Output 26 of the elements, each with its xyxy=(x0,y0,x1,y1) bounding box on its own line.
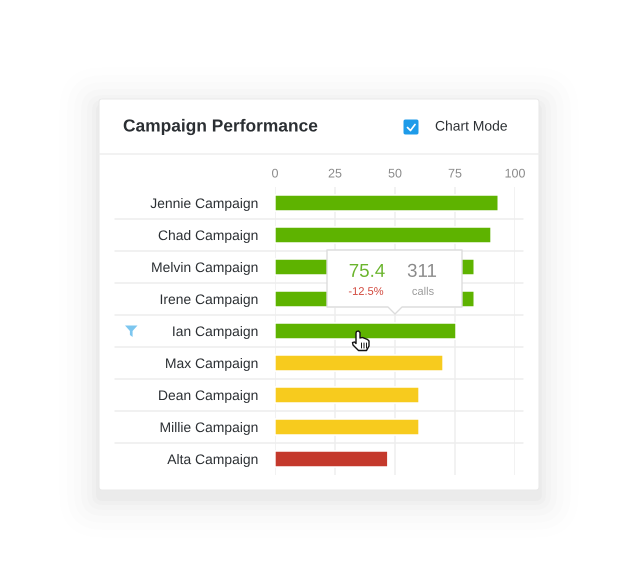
y-tick-label: Irene Campaign xyxy=(160,294,258,307)
annotation: 311 xyxy=(408,264,436,278)
y-tick-label: Ian Campaign xyxy=(173,326,258,339)
x-tick-label: 75 xyxy=(448,168,462,178)
bar xyxy=(275,194,499,212)
y-tick-label: Max Campaign xyxy=(166,358,258,371)
annotation: calls xyxy=(412,286,434,295)
y-tick-label: Alta Campaign xyxy=(167,454,258,467)
text: Chart Mode xyxy=(436,120,507,131)
y-tick-label: Millie Campaign xyxy=(160,422,258,435)
y-tick-label: Melvin Campaign xyxy=(152,262,258,275)
annotation: 75.4 xyxy=(350,264,385,278)
y-tick-label: Dean Campaign xyxy=(159,390,258,403)
bar xyxy=(275,226,492,244)
annotation: -12.5% xyxy=(348,287,384,295)
chart-title: Campaign Performance xyxy=(124,118,318,136)
x-tick-label: 0 xyxy=(272,168,278,178)
bar xyxy=(275,354,444,372)
x-tick-label: 50 xyxy=(388,168,402,178)
bar xyxy=(275,418,420,436)
x-tick-label: 25 xyxy=(328,168,342,178)
x-tick-label: 100 xyxy=(506,168,525,178)
y-tick-label: Chad Campaign xyxy=(158,230,258,243)
bar xyxy=(275,386,420,404)
bar xyxy=(275,450,388,468)
y-tick-label: Jennie Campaign xyxy=(150,198,258,211)
